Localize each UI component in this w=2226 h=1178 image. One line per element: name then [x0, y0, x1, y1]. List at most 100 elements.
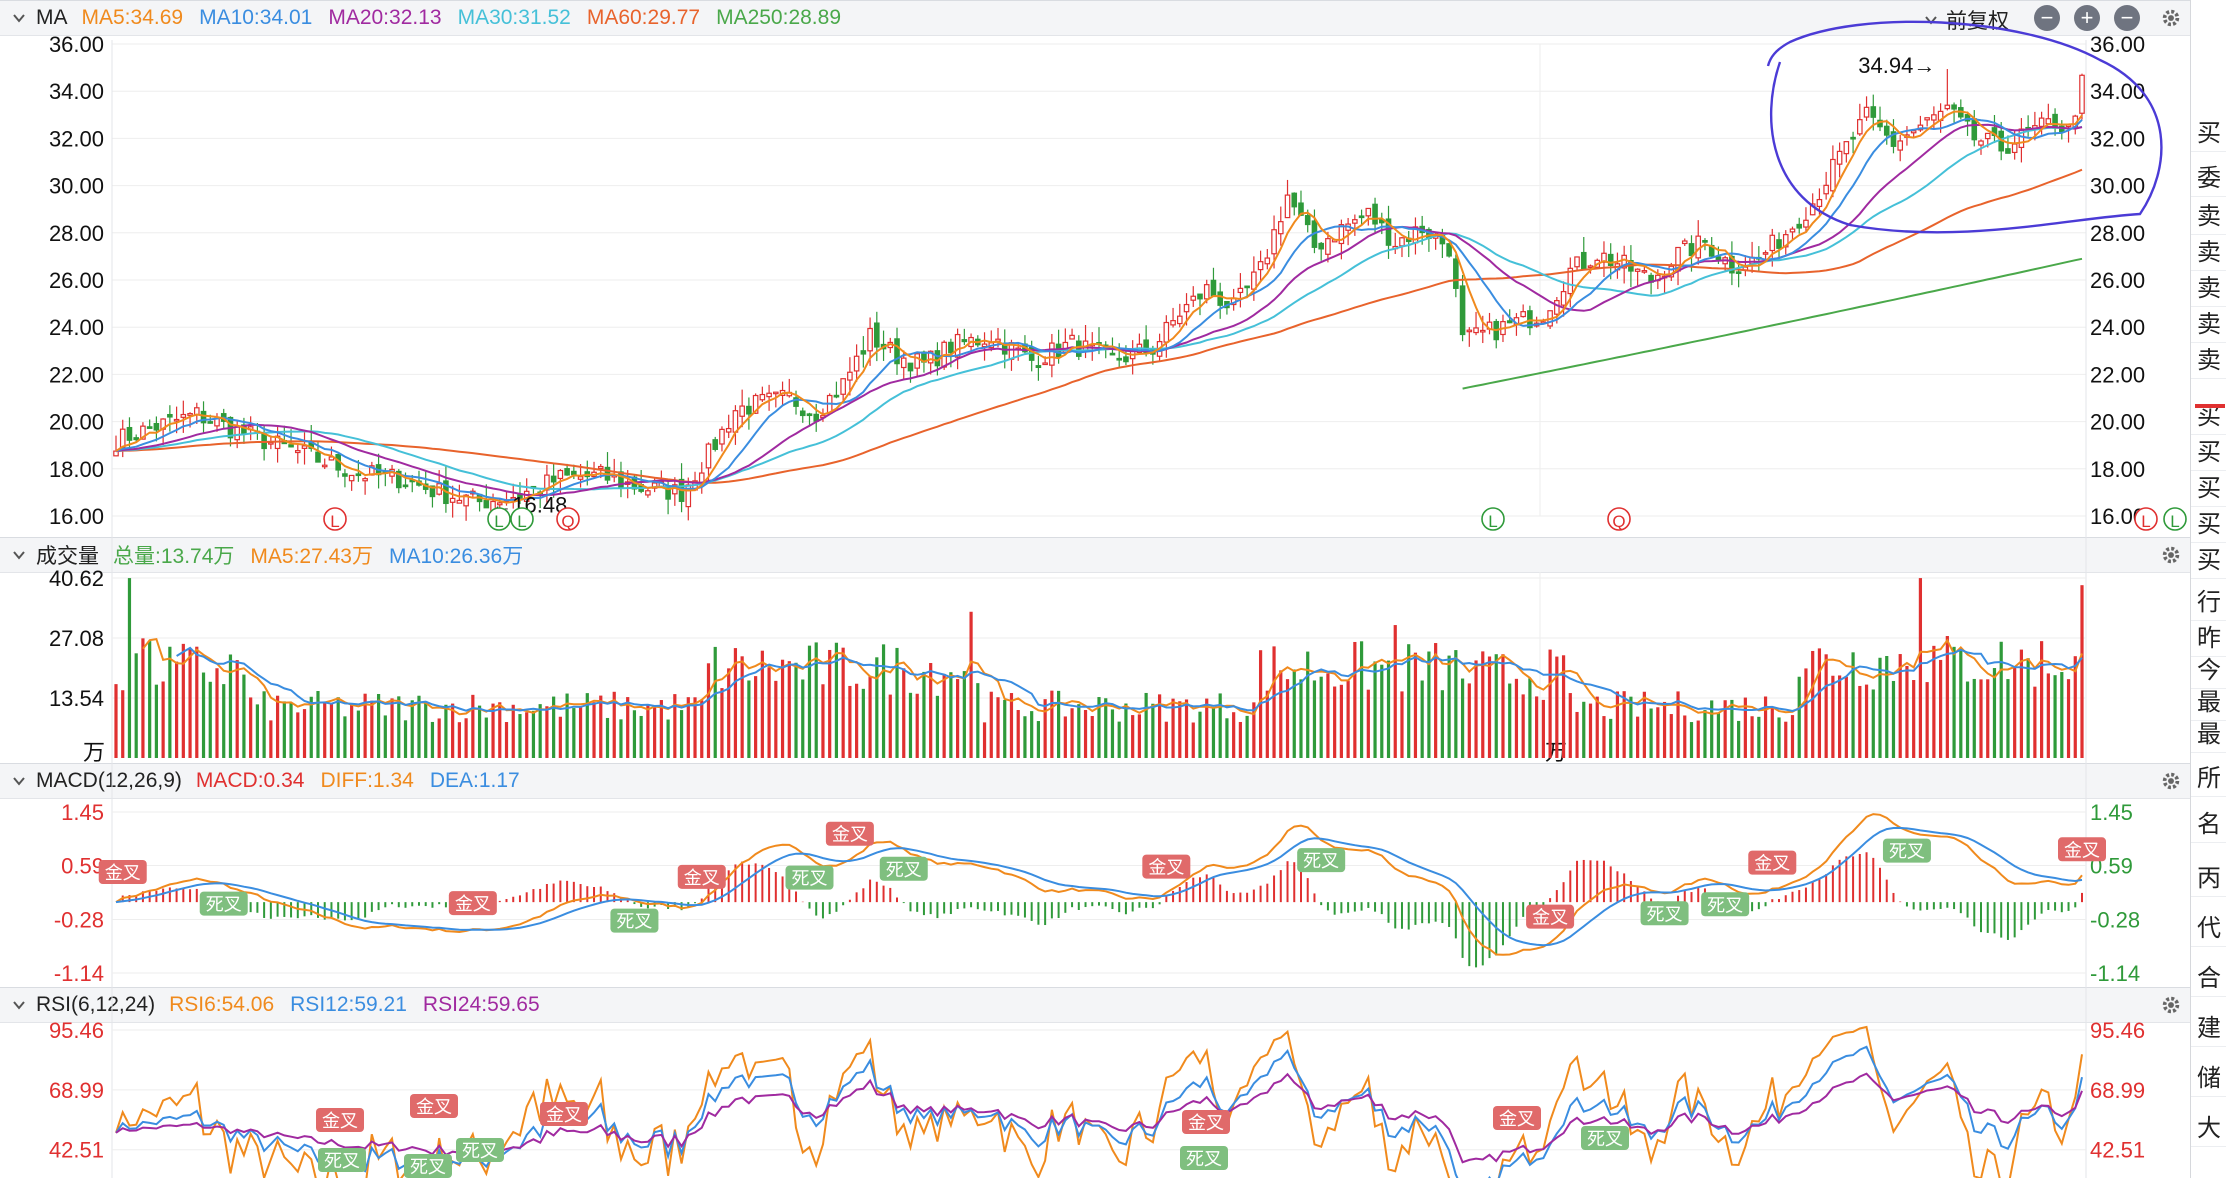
- candle-body: [1284, 194, 1291, 219]
- volume-bar: [1265, 690, 1269, 758]
- zoom-out-button[interactable]: −: [2034, 5, 2060, 31]
- volume-bar: [511, 704, 515, 758]
- adjust-selector[interactable]: 前复权: [1924, 5, 2009, 35]
- volume-bar: [740, 656, 744, 758]
- candle-body: [1655, 274, 1661, 282]
- cross-tag-label: 死叉: [1186, 1149, 1222, 1169]
- candle-body: [584, 471, 591, 478]
- volume-bar: [498, 702, 502, 758]
- candle-body: [1331, 239, 1338, 243]
- candle-body: [766, 392, 772, 398]
- gear-icon[interactable]: [2160, 544, 2182, 566]
- order-book-row: 名: [2191, 808, 2226, 843]
- candle-body: [2052, 113, 2058, 129]
- cross-tag-bg: [540, 1102, 588, 1126]
- candle-body: [779, 389, 786, 397]
- cross-tag-label: 死叉: [616, 912, 652, 932]
- volume-bar: [1683, 715, 1687, 758]
- candle-body: [847, 371, 853, 381]
- cross-tag-label: 死叉: [324, 1151, 360, 1171]
- cross-tag-bg: [1882, 838, 1931, 863]
- volume-bar: [727, 668, 731, 758]
- candle-body: [126, 426, 133, 441]
- volume-bar: [1124, 703, 1128, 758]
- candle-body: [1143, 339, 1149, 354]
- candle-body: [2018, 128, 2025, 149]
- volume-ma5-line: [142, 637, 2083, 716]
- volume-bar: [1777, 717, 1781, 758]
- candle-body: [1358, 215, 1365, 219]
- volume-bar: [1110, 709, 1115, 758]
- candle-body: [961, 339, 968, 343]
- minus-icon: −: [2120, 5, 2134, 30]
- cross-tag-label: 死叉: [1889, 842, 1925, 862]
- volume-bar: [1454, 650, 1458, 758]
- macd-tick-label: 0.59: [61, 853, 104, 878]
- candle-body: [1217, 291, 1223, 306]
- cross-tag-label: 死叉: [791, 869, 827, 889]
- volume-bar: [444, 704, 448, 758]
- chevron-down-icon[interactable]: [12, 998, 26, 1012]
- candle-body: [241, 424, 247, 435]
- candle-body: [1022, 343, 1028, 353]
- candle-body: [321, 464, 328, 468]
- candle-body: [597, 465, 604, 470]
- volume-panel-name: 成交量: [36, 545, 99, 568]
- shrink-button[interactable]: −: [2114, 5, 2140, 31]
- rsi-panel-name: RSI(6,12,24): [36, 993, 156, 1016]
- cross-tag-label: 金叉: [684, 868, 720, 888]
- y-tick-label-right: 22.00: [2090, 362, 2145, 387]
- candle-body: [921, 351, 927, 363]
- candle-body: [1042, 362, 1048, 366]
- candle-body: [1809, 203, 1816, 216]
- gear-icon[interactable]: [2160, 994, 2182, 1016]
- volume-bar: [982, 722, 987, 758]
- candle-body: [1096, 342, 1102, 345]
- candle-body: [968, 336, 974, 348]
- chevron-down-icon[interactable]: [12, 548, 26, 562]
- volume-bar: [962, 671, 966, 758]
- volume-bar: [693, 697, 697, 758]
- volume-bar: [1669, 714, 1673, 758]
- candle-body: [1803, 219, 1809, 228]
- volume-bar: [1366, 689, 1370, 758]
- candle-body: [1439, 234, 1446, 245]
- candle-body: [1782, 234, 1789, 248]
- rsi12-line: [115, 1045, 2083, 1178]
- volume-bar: [868, 676, 872, 758]
- gear-icon[interactable]: [2160, 7, 2182, 29]
- volume-bar: [1790, 715, 1795, 758]
- volume-bar: [1198, 711, 1202, 758]
- volume-tick-label: 13.54: [49, 686, 104, 711]
- candle-body: [1183, 303, 1190, 313]
- macd-chart[interactable]: 1.45 1.450.59 0.59-0.28 -0.28-1.14 -1.14金叉死叉…: [54, 800, 2140, 986]
- volume-bar: [1952, 646, 1956, 758]
- volume-chart[interactable]: 40.6227.0813.54万万: [49, 566, 2086, 765]
- volume-bar: [1299, 679, 1303, 758]
- candle-body: [496, 502, 503, 506]
- candle-body: [470, 490, 476, 495]
- candle-body: [826, 394, 833, 414]
- chevron-down-icon[interactable]: [12, 11, 26, 25]
- order-book-row: 昨: [2191, 622, 2226, 657]
- legend-item: MA250:28.89: [716, 6, 842, 29]
- volume-bar: [646, 704, 650, 758]
- candle-body: [2079, 74, 2085, 114]
- gear-icon[interactable]: [2160, 770, 2182, 792]
- candle-body: [1944, 104, 1951, 110]
- candle-body: [1621, 254, 1627, 269]
- zoom-in-button[interactable]: +: [2074, 5, 2100, 31]
- cross-tag-bg: [456, 1138, 504, 1162]
- volume-bar: [1730, 699, 1734, 758]
- volume-bar: [538, 704, 542, 758]
- ma60-line: [115, 168, 2083, 484]
- chevron-down-icon[interactable]: [12, 774, 26, 788]
- candle-body: [1971, 118, 1978, 141]
- candle-body: [1419, 225, 1425, 234]
- cross-tag-bg: [785, 865, 834, 890]
- volume-bar: [902, 668, 906, 758]
- volume-bar: [356, 710, 360, 758]
- candle-body: [2065, 124, 2072, 128]
- cross-tag-bg: [1297, 848, 1346, 873]
